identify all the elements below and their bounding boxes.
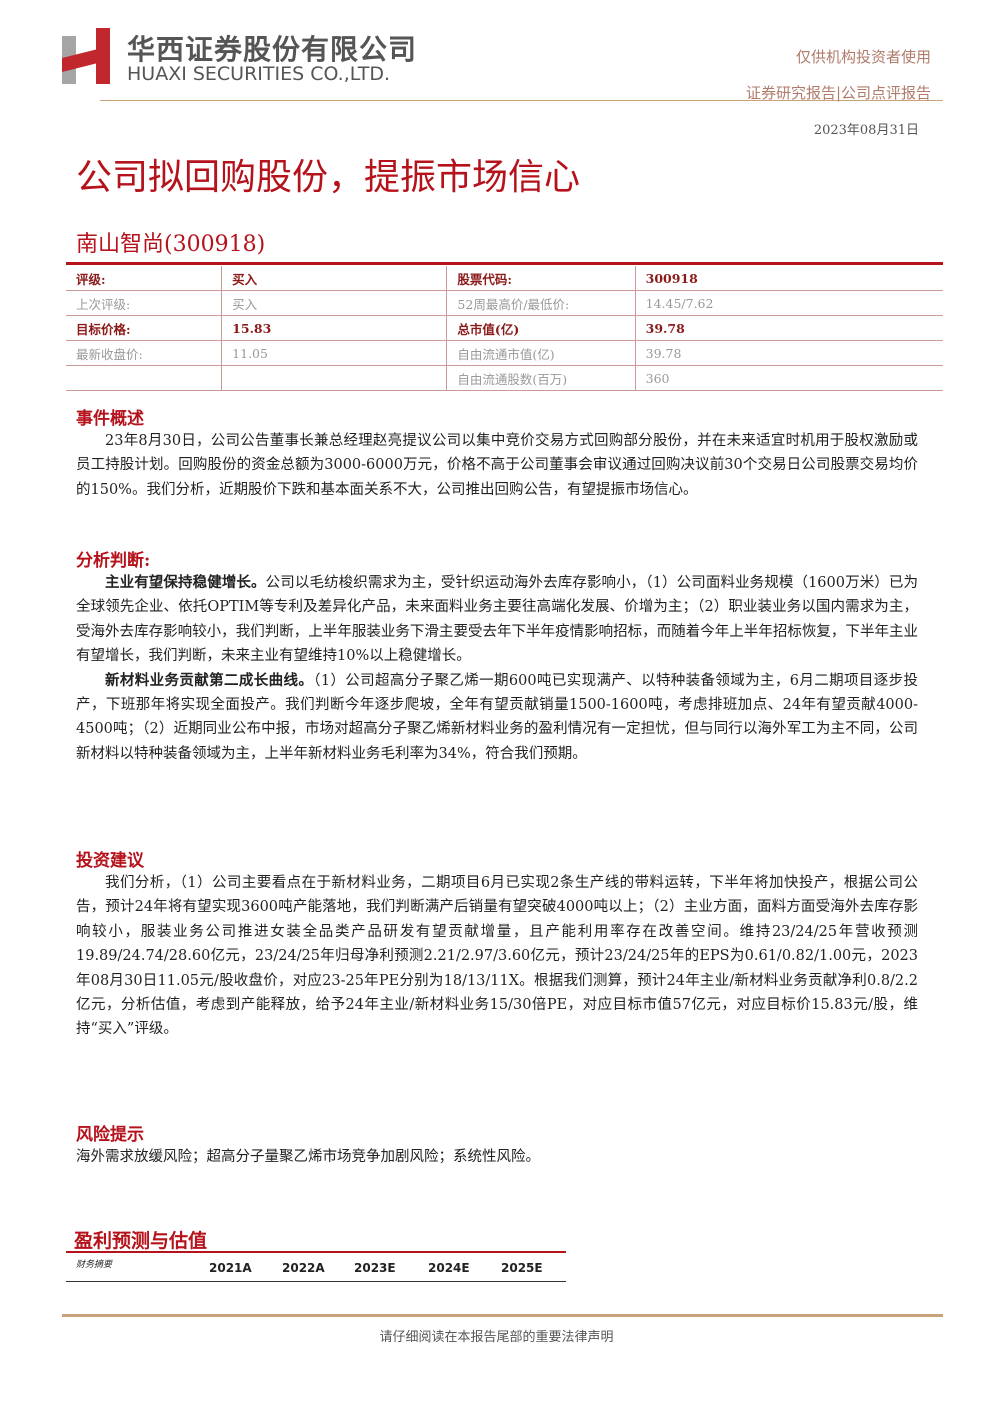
forecast-header-cell: 2021A	[209, 1261, 252, 1275]
info-cell: 300918	[635, 266, 943, 291]
paragraph: 海外需求放缓风险；超高分子量聚乙烯市场竞争加剧风险；系统性风险。	[76, 1145, 918, 1169]
info-cell: 评级:	[66, 266, 223, 291]
audience: 仅供机构投资者使用	[795, 48, 931, 66]
info-cell: 360	[635, 365, 943, 391]
info-table-wrap: 评级: 买入 股票代码: 300918 上次评级: 买入 52周最高价/最低价: 14.45/…	[66, 266, 943, 391]
info-cell: 买入	[221, 290, 448, 316]
paragraph: 我们分析，（1）公司主要看点在于新材料业务，二期项目6月已实现2条生产线的带料运…	[76, 871, 918, 1042]
forecast-title: 盈利预测与估值	[74, 1230, 208, 1252]
forecast-header-cell: 2025E	[501, 1261, 543, 1275]
company-en: HUAXI SECURITIES CO.,LTD.	[127, 63, 390, 85]
info-cell: 11.05	[221, 340, 448, 366]
info-cell: 最新收盘价:	[66, 340, 223, 366]
forecast-header-cell: 2024E	[428, 1261, 470, 1275]
paragraph-text: 海外需求放缓风险；超高分子量聚乙烯市场竞争加剧风险；系统性风险。	[76, 1149, 540, 1165]
paragraph-text: 23年8月30日，公司公告董事长兼总经理赵亮提议公司以集中竞价交易方式回购部分股…	[76, 433, 918, 498]
forecast-header-cell: 2022A	[282, 1261, 325, 1275]
forecast-header: 财务摘要 2021A 2022A 2023E 2024E 2025E	[66, 1253, 566, 1282]
info-row: 评级: 买入 股票代码: 300918	[66, 266, 943, 291]
paragraph-text: （1）公司超高分子聚乙烯一期600吨已实现满产、以特种装备领域为主，6月二期项目…	[76, 672, 918, 762]
section: 投资建议我们分析，（1）公司主要看点在于新材料业务，二期项目6月已实现2条生产线…	[76, 846, 918, 1042]
footer: 请仔细阅读在本报告尾部的重要法律声明	[379, 1330, 614, 1345]
forecast-header-cell: 财务摘要	[76, 1260, 113, 1270]
rule	[100, 100, 943, 101]
info-row: 自由流通股数(百万) 360	[66, 365, 943, 391]
info-cell	[66, 365, 223, 391]
rule	[62, 1314, 943, 1317]
info-row: 最新收盘价: 11.05 自由流通市值(亿) 39.78	[66, 340, 943, 366]
info-cell: 39.78	[635, 315, 943, 341]
section-heading: 投资建议	[76, 851, 144, 871]
paragraph: 主业有望保持稳健增长。公司以毛纺梭织需求为主，受针织运动海外去库存影响小，（1）…	[76, 571, 918, 669]
paragraph-lead: 新材料业务贡献第二成长曲线。	[105, 671, 314, 689]
stock: 南山智尚(300918)	[76, 232, 266, 257]
section: 风险提示海外需求放缓风险；超高分子量聚乙烯市场竞争加剧风险；系统性风险。	[76, 1120, 918, 1169]
section-heading: 风险提示	[76, 1125, 144, 1145]
info-cell: 52周最高价/最低价:	[446, 290, 636, 316]
info-cell: 14.45/7.62	[635, 290, 943, 316]
section-heading: 事件概述	[76, 409, 144, 429]
section: 分析判断: 主业有望保持稳健增长。公司以毛纺梭织需求为主，受针织运动海外去库存影响…	[76, 546, 918, 766]
paragraph: 新材料业务贡献第二成长曲线。（1）公司超高分子聚乙烯一期600吨已实现满产、以特…	[76, 669, 918, 767]
section-heading: 分析判断:	[76, 551, 151, 571]
paragraph-lead: 主业有望保持稳健增长。	[105, 574, 266, 591]
title: 公司拟回购股份，提振市场信心	[76, 157, 581, 198]
rule	[66, 262, 943, 265]
section: 事件概述 23年8月30日，公司公告董事长兼总经理赵亮提议公司以集中竞价交易方式回…	[76, 404, 918, 502]
info-cell: 15.83	[221, 315, 448, 341]
rule	[66, 1251, 566, 1253]
info-cell: 买入	[221, 266, 448, 291]
paragraph: 23年8月30日，公司公告董事长兼总经理赵亮提议公司以集中竞价交易方式回购部分股…	[76, 429, 918, 502]
info-row: 上次评级: 买入 52周最高价/最低价: 14.45/7.62	[66, 290, 943, 316]
info-cell: 股票代码:	[446, 266, 636, 291]
info-row: 目标价格: 15.83 总市值(亿) 39.78	[66, 315, 943, 341]
company-cn: 华西证券股份有限公司	[127, 33, 418, 66]
paragraph-text: 我们分析，（1）公司主要看点在于新材料业务，二期项目6月已实现2条生产线的带料运…	[76, 875, 918, 1038]
info-cell	[221, 365, 448, 391]
date: 2023年08月31日	[813, 123, 919, 138]
info-cell: 总市值(亿)	[446, 315, 636, 341]
info-cell: 自由流通市值(亿)	[446, 340, 636, 366]
info-cell: 自由流通股数(百万)	[446, 365, 636, 391]
report-type: 证券研究报告|公司点评报告	[745, 84, 931, 102]
info-cell: 39.78	[635, 340, 943, 366]
paragraph-text: 公司以毛纺梭织需求为主，受针织运动海外去库存影响小，（1）公司面料业务规模（16…	[76, 575, 919, 665]
info-cell: 上次评级:	[66, 290, 223, 316]
info-cell: 目标价格:	[66, 315, 223, 341]
info-table: 评级: 买入 股票代码: 300918 上次评级: 买入 52周最高价/最低价: 14.45/…	[66, 266, 943, 391]
forecast-header-cell: 2023E	[354, 1261, 396, 1275]
logo-icon	[62, 28, 110, 84]
